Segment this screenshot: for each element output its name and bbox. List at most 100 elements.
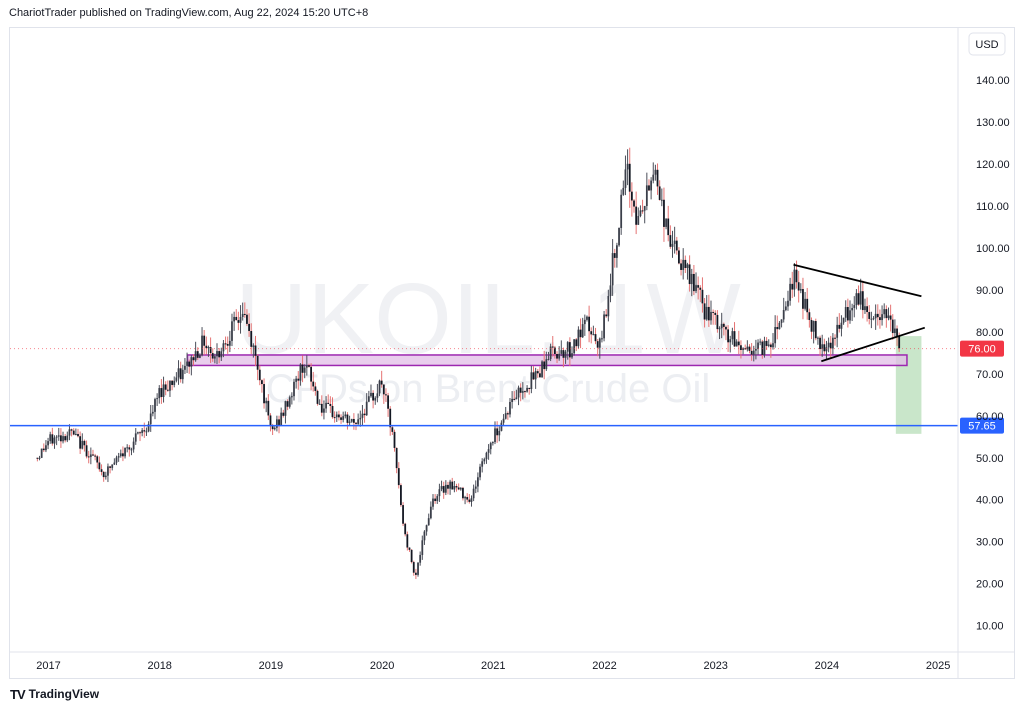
candle-body	[633, 200, 635, 207]
candle-body	[575, 339, 578, 347]
candle-body	[459, 487, 462, 490]
footer[interactable]: TV TradingView	[10, 685, 99, 703]
candle-body	[789, 283, 792, 301]
tradingview-logo-icon: TV	[10, 686, 26, 702]
candle-body	[881, 314, 883, 321]
candle-body	[419, 554, 422, 563]
candle-body	[656, 169, 659, 187]
candle-body	[799, 289, 802, 291]
candle-body	[134, 433, 137, 442]
candle-body	[348, 421, 351, 423]
candle-body	[686, 264, 689, 268]
candle-body	[630, 191, 633, 201]
candle-body	[239, 316, 242, 323]
candle-body	[506, 413, 509, 415]
candle-body	[648, 185, 650, 191]
candle-body	[49, 434, 52, 442]
candle-body	[802, 289, 804, 309]
candle-body	[434, 498, 437, 502]
candle-body	[60, 435, 62, 442]
candle-body	[303, 367, 306, 373]
candle-body	[284, 401, 287, 416]
candle-body	[325, 402, 327, 409]
candle-body	[810, 320, 813, 332]
candle-body	[474, 486, 477, 489]
candle-body	[767, 344, 770, 346]
candle-body	[864, 306, 866, 311]
candle-body	[528, 387, 531, 390]
candle-body	[665, 218, 667, 227]
candle-body	[560, 350, 563, 354]
candle-body	[690, 273, 693, 285]
candle-body	[695, 285, 697, 292]
candle-body	[660, 199, 663, 201]
candle-body	[705, 306, 708, 320]
candle-body	[894, 328, 896, 334]
candle-body	[340, 417, 342, 420]
candle-body	[256, 355, 259, 370]
footer-brand: TradingView	[28, 687, 100, 701]
chart-frame[interactable]: UKOIL, 1W CFDs on Brent Crude Oil 57.65 7…	[9, 27, 1015, 679]
candle-body	[626, 163, 629, 170]
candle-body	[201, 335, 203, 356]
x-axis[interactable]: 2017 2018 2019 2020 2021 2022 2023 2024 2025	[10, 651, 1014, 672]
candle-body	[498, 430, 501, 436]
candle-body	[175, 377, 178, 381]
candle-body	[113, 462, 116, 465]
candle-body	[406, 534, 409, 548]
candle-body	[271, 426, 274, 430]
candle-body	[293, 381, 295, 397]
y-axis[interactable]: 10.00 20.00 30.00 40.00 50.00 60.00 70.00 80.00…	[957, 28, 1010, 678]
currency-selector[interactable]: USD	[968, 32, 1006, 56]
candle-body	[252, 345, 255, 347]
candle-body	[361, 413, 364, 418]
candle-body	[305, 365, 308, 368]
y-tick-label: 90.00	[976, 285, 1004, 297]
candle-body	[370, 392, 372, 397]
candle-body	[318, 403, 321, 405]
candle-body	[613, 253, 616, 258]
candle-body	[509, 402, 511, 415]
candle-body	[742, 348, 744, 351]
candle-body	[442, 486, 445, 493]
candle-body	[440, 486, 443, 490]
candle-body	[387, 395, 389, 409]
candle-body	[367, 396, 370, 402]
candle-body	[269, 415, 272, 427]
candle-body	[583, 319, 586, 325]
candle-body	[382, 384, 385, 395]
candle-body	[870, 318, 873, 320]
candle-body	[720, 323, 723, 329]
trendlines-layer[interactable]	[793, 263, 926, 363]
y-tick-label: 30.00	[976, 537, 1004, 549]
candle-body	[564, 351, 567, 358]
candle-body	[543, 361, 546, 370]
candle-body	[611, 253, 614, 286]
candle-body	[601, 338, 603, 340]
candle-body	[722, 323, 725, 327]
candle-body	[100, 469, 103, 472]
candle-body	[774, 327, 777, 344]
candle-body	[645, 185, 648, 207]
candle-body	[831, 337, 834, 349]
price-chart[interactable]: UKOIL, 1W CFDs on Brent Crude Oil 57.657…	[10, 28, 1014, 678]
candle-body	[228, 340, 231, 346]
candle-body	[669, 235, 672, 247]
candle-body	[389, 408, 392, 428]
candle-body	[737, 341, 740, 346]
candle-body	[849, 310, 851, 321]
candle-body	[536, 371, 539, 374]
candle-body	[432, 498, 434, 507]
candle-body	[524, 391, 526, 393]
candle-body	[859, 291, 862, 305]
candle-body	[241, 313, 244, 317]
candle-body	[199, 355, 201, 358]
candle-body	[874, 313, 877, 319]
candle-body	[438, 489, 441, 497]
candle-body	[663, 199, 665, 227]
candle-body	[158, 388, 161, 399]
current-price-label: 76.00	[968, 344, 996, 356]
candle-body	[868, 312, 871, 319]
candle-body	[179, 368, 182, 380]
candle-body	[477, 477, 479, 487]
